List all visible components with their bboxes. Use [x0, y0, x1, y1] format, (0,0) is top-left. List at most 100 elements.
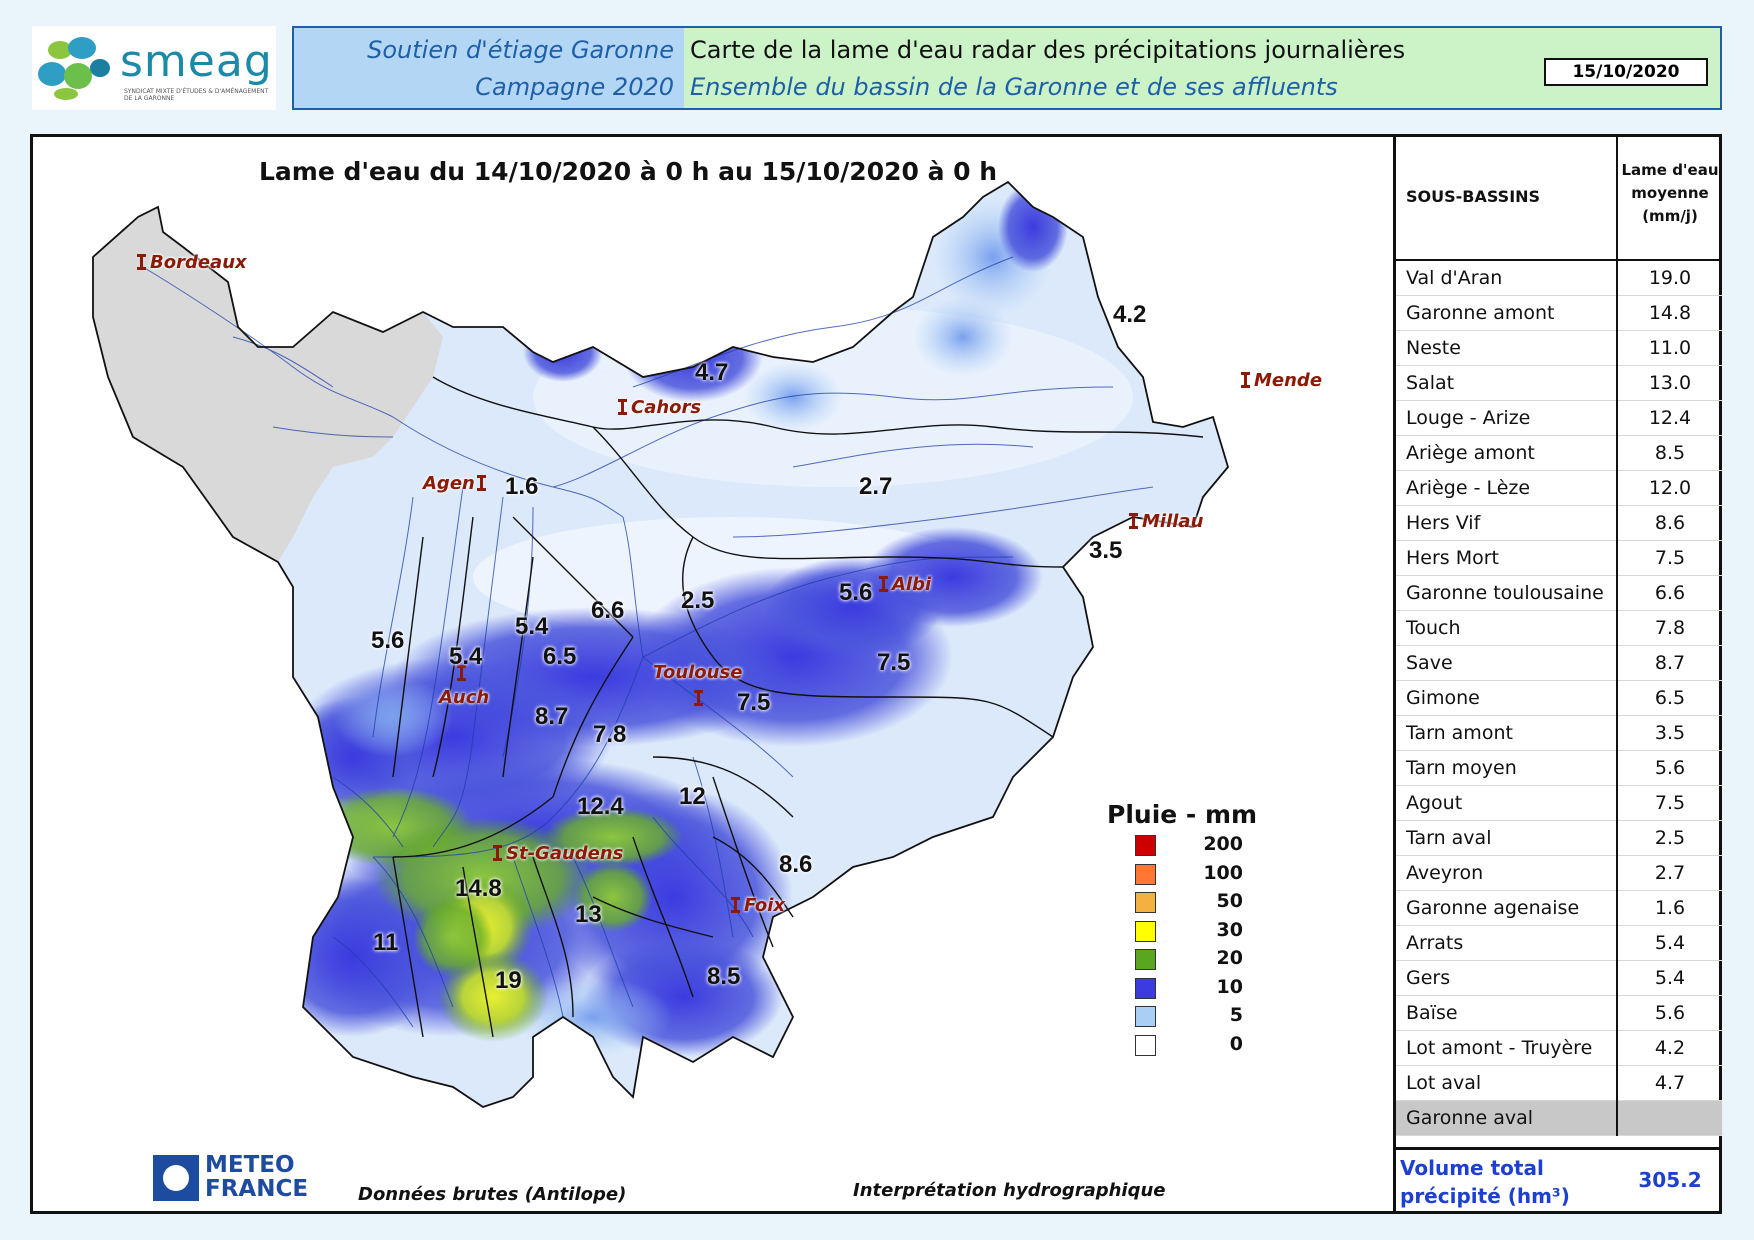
legend-item: 0: [1135, 1033, 1255, 1057]
sub-basin-value: 14.8: [1648, 302, 1692, 324]
table-row: Tarn aval 2.5: [1396, 821, 1722, 856]
sub-basin-name: Touch: [1406, 617, 1461, 639]
total-label: Volume total précipité (hm³): [1400, 1156, 1570, 1208]
table-row: Agout 7.5: [1396, 786, 1722, 821]
value-hers-vif: 8.6: [779, 851, 813, 878]
table-row: Save 8.7: [1396, 646, 1722, 681]
legend-label: 0: [1229, 1032, 1243, 1055]
table-row: Tarn amont 3.5: [1396, 716, 1722, 751]
legend-swatch: [1135, 977, 1156, 999]
value-lot-amont: 4.2: [1113, 301, 1147, 328]
sub-basin-name: Salat: [1406, 372, 1455, 394]
sub-basin-name: Tarn amont: [1406, 722, 1513, 744]
table-row: Garonne agenaise 1.6: [1396, 891, 1722, 926]
city-auch: Auch: [439, 687, 490, 708]
map-title: Lame d'eau du 14/10/2020 à 0 h au 15/10/…: [259, 157, 998, 186]
table-row: Salat 13.0: [1396, 366, 1722, 401]
legend-swatch: [1135, 920, 1156, 942]
sub-basin-name: Val d'Aran: [1406, 267, 1503, 289]
smeag-logo: smeag SYNDICAT MIXTE D'ÉTUDES & D'AMÉNAG…: [32, 26, 276, 110]
legend-swatch: [1135, 835, 1156, 856]
sub-basin-name: Aveyron: [1406, 862, 1484, 884]
table-row: Val d'Aran 19.0: [1396, 261, 1722, 296]
city-millau: Millau: [1129, 511, 1203, 532]
sub-basin-name: Lot amont - Truyère: [1406, 1037, 1593, 1059]
legend-label: 200: [1203, 833, 1243, 855]
city-bordeaux: Bordeaux: [137, 252, 247, 273]
sub-basin-name: Agout: [1406, 792, 1463, 814]
legend-item: 20: [1135, 947, 1255, 971]
table-row: Hers Vif 8.6: [1396, 506, 1722, 541]
value-gers: 5.4: [449, 643, 483, 670]
sub-basin-name: Hers Vif: [1406, 512, 1481, 534]
data-source: Données brutes (Antilope): [358, 1184, 627, 1205]
table-row: Garonne amont 14.8: [1396, 296, 1722, 331]
basin-border: [92, 180, 1230, 1108]
sub-basin-boundaries: [392, 376, 1204, 1038]
header-subtitle: Ensemble du bassin de la Garonne et de s…: [690, 73, 1338, 101]
table-row: Gimone 6.5: [1396, 681, 1722, 716]
sub-basin-value: 1.6: [1654, 897, 1686, 919]
table-row: Aveyron 2.7: [1396, 856, 1722, 891]
interpretation-note: Interprétation hydrographique: [853, 1180, 1166, 1201]
legend-item: 10: [1135, 976, 1255, 1000]
sub-basin-value: 6.5: [1654, 687, 1686, 709]
city-albi: Albi: [879, 574, 931, 595]
logo-subtitle: SYNDICAT MIXTE D'ÉTUDES & D'AMÉNAGEMENT …: [124, 88, 269, 102]
sub-basin-value: 2.5: [1654, 827, 1686, 849]
meteo-france-logo: METEO FRANCE: [153, 1153, 338, 1203]
table-row: Lot aval 4.7: [1396, 1066, 1722, 1101]
value-baise: 5.6: [371, 627, 405, 654]
table-row: Lot amont - Truyère 4.2: [1396, 1031, 1722, 1066]
sub-basin-name: Neste: [1406, 337, 1461, 359]
value-hers-mort: 7.5: [737, 689, 771, 716]
rivers: [142, 256, 1154, 1028]
sub-basin-value: 11.0: [1648, 337, 1692, 359]
value-agout: 7.5: [877, 649, 911, 676]
sub-basin-name: Garonne toulousaine: [1406, 582, 1604, 604]
legend-item: 50: [1135, 890, 1255, 914]
no-data-zone: [93, 197, 443, 562]
value-ariege-amont: 8.5: [707, 963, 741, 990]
meteo-france-icon: [153, 1155, 199, 1201]
sub-basin-name: Garonne aval: [1406, 1107, 1534, 1129]
sub-basin-name: Louge - Arize: [1406, 407, 1531, 429]
value-ariege-leze: 12: [679, 783, 706, 810]
legend-swatch: [1135, 1034, 1156, 1056]
total-volume: Volume total précipité (hm³) 305.2: [1396, 1147, 1722, 1211]
table-row: Arrats 5.4: [1396, 926, 1722, 961]
meteo-logo-line2: FRANCE: [205, 1176, 309, 1202]
table-header: SOUS-BASSINS Lame d'eau moyenne (mm/j): [1396, 137, 1722, 261]
city-toulouse: Toulouse: [653, 662, 743, 683]
sub-basin-name: Garonne agenaise: [1406, 897, 1580, 919]
sub-basin-value: 8.7: [1654, 652, 1686, 674]
sub-basin-value: 3.5: [1654, 722, 1686, 744]
table-row: Hers Mort 7.5: [1396, 541, 1722, 576]
table-row: Neste 11.0: [1396, 331, 1722, 366]
value-lot-aval: 4.7: [695, 359, 729, 386]
sub-basin-value: 7.5: [1654, 792, 1686, 814]
header-sub-basins: SOUS-BASSINS: [1406, 187, 1541, 206]
main-frame: Lame d'eau du 14/10/2020 à 0 h au 15/10/…: [30, 134, 1722, 1214]
sub-basin-name: Arrats: [1406, 932, 1464, 954]
sub-basin-value: 5.6: [1654, 757, 1686, 779]
sub-basin-table: SOUS-BASSINS Lame d'eau moyenne (mm/j) V…: [1393, 137, 1722, 1211]
value-louge-arize: 12.4: [577, 793, 624, 820]
sub-basin-value: 19.0: [1648, 267, 1692, 289]
legend-label: 50: [1216, 890, 1243, 912]
value-gimone: 6.5: [543, 643, 577, 670]
sub-basin-value: 12.0: [1648, 477, 1692, 499]
sub-basin-name: Gers: [1406, 967, 1451, 989]
table-row: Baïse 5.6: [1396, 996, 1722, 1031]
header-left-panel: Soutien d'étiage Garonne Campagne 2020: [294, 28, 684, 108]
header-rain-depth: Lame d'eau moyenne (mm/j): [1621, 161, 1719, 225]
city-agen: Agen: [423, 473, 490, 494]
sub-basin-name: Garonne amont: [1406, 302, 1555, 324]
sub-basin-value: 5.4: [1654, 932, 1686, 954]
value-garonne-toulousaine: 6.6: [591, 597, 625, 624]
rainfall-map: [92, 180, 1230, 1108]
city-mende: Mende: [1241, 370, 1322, 391]
legend-label: 5: [1229, 1004, 1243, 1026]
sub-basin-value: 2.7: [1654, 862, 1686, 884]
sub-basin-value: 7.5: [1654, 547, 1686, 569]
